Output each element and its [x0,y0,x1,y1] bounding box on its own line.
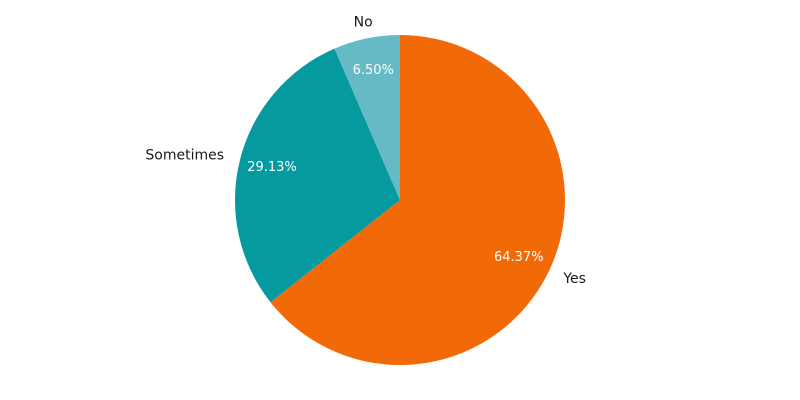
pie-slices [235,35,566,365]
pie-value-label-sometimes: 29.13% [247,160,297,175]
pie-value-label-no: 6.50% [353,63,394,78]
pie-category-label-yes: Yes [562,271,586,287]
pie-slice-sometimes [235,48,400,303]
pie-category-label-no: No [354,14,373,30]
pie-slice-no [334,35,400,200]
pie-labels: 64.37% Yes 29.13% Sometimes 6.50% No [145,14,586,287]
pie-value-label-yes: 64.37% [494,250,544,265]
pie-category-label-sometimes: Sometimes [145,148,224,164]
pie-slice-yes [270,35,566,365]
